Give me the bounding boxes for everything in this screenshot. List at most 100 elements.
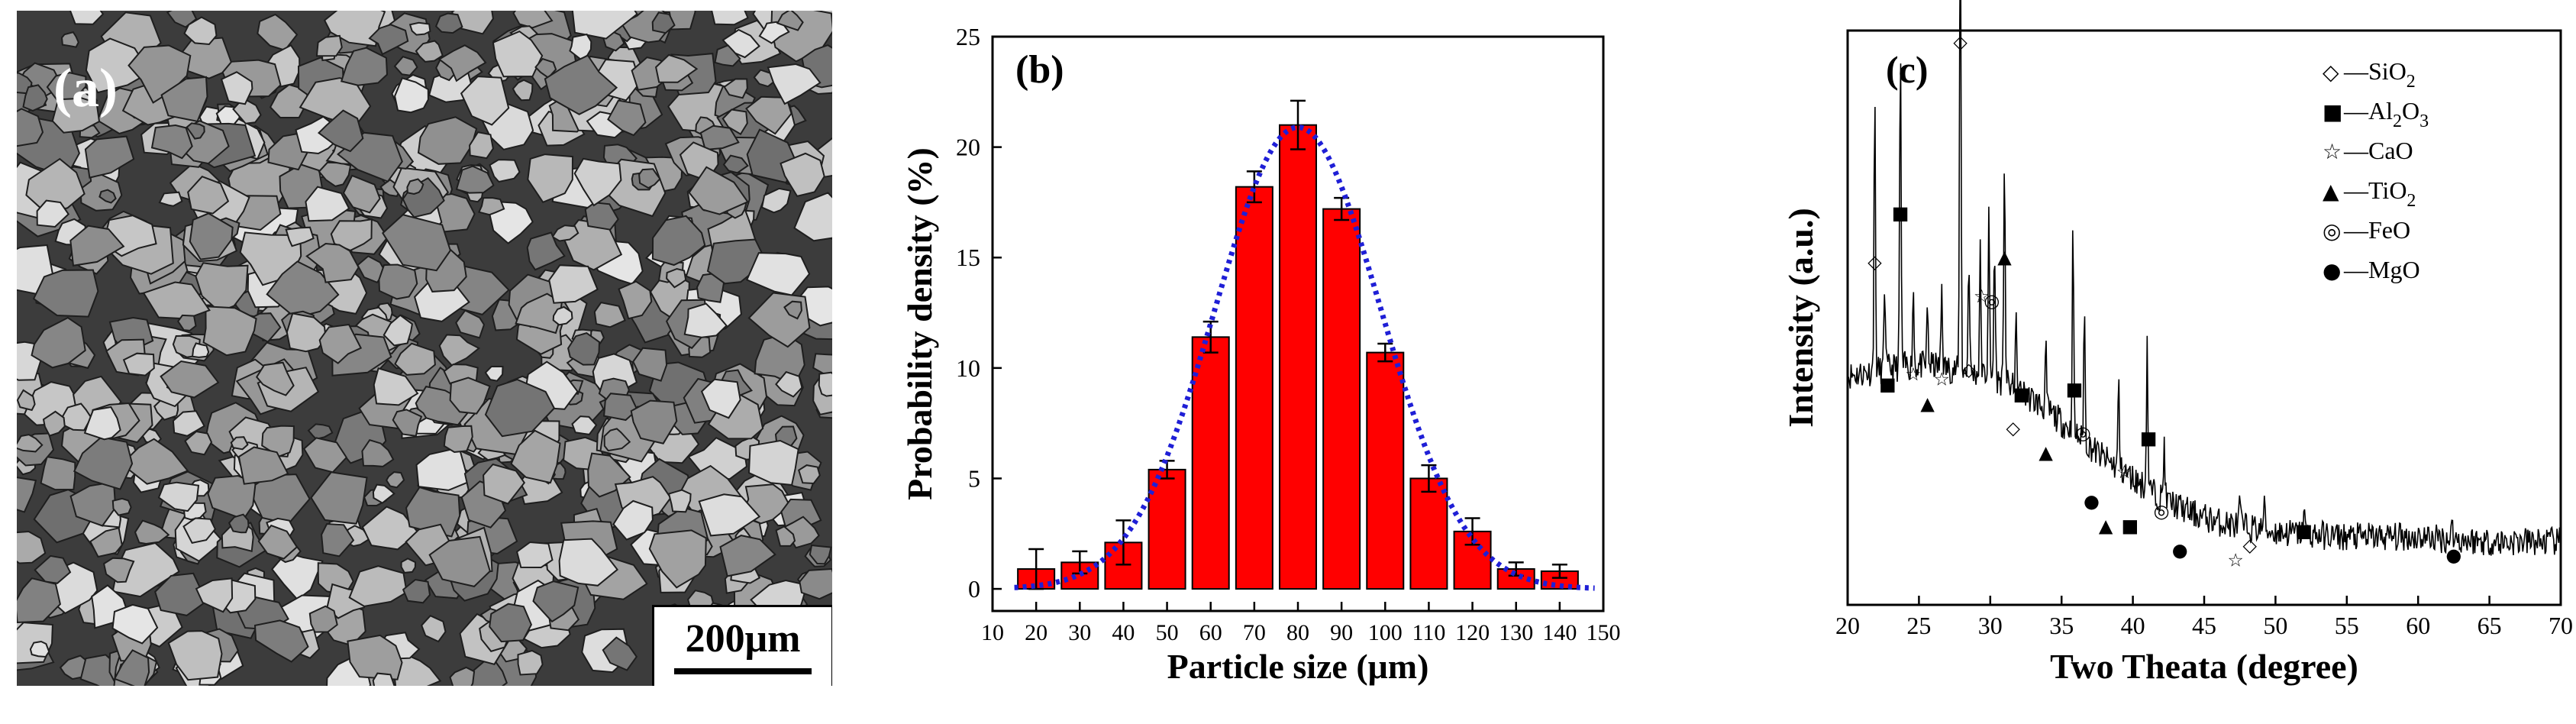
sem-particle: [372, 672, 395, 686]
chart-c: ◇■■☆▲☆◇◇☆◎▲◇■▲■◎●▲☆■■◎● ☆◇■● 20 25 30 35 40 45…: [1781, 0, 2573, 686]
sem-particle: [308, 605, 338, 633]
sem-particle: [517, 649, 544, 676]
legend-symbol: ☆: [2323, 139, 2342, 164]
sem-particle: [483, 463, 526, 505]
sem-particle: [719, 535, 776, 577]
sem-particle: [154, 572, 208, 616]
phase-marker: ●: [2084, 491, 2100, 512]
sem-particle: [394, 342, 436, 376]
sem-particle: [527, 154, 574, 204]
sem-particle: [417, 116, 478, 165]
scale-bar-line: [674, 668, 812, 674]
sem-particle: [172, 410, 205, 437]
sem-particle: [89, 527, 123, 558]
chart-c-x-tick-label: 35: [2049, 612, 2074, 639]
sem-particle: [394, 77, 429, 114]
sem-particle: [73, 436, 134, 490]
sem-particle: [17, 477, 37, 513]
sem-particle: [321, 522, 355, 558]
chart-b-x-tick-label: 60: [1199, 620, 1222, 645]
legend-symbol: ◎: [2323, 218, 2341, 244]
sem-particle: [688, 166, 749, 215]
sem-particles: [17, 11, 832, 686]
sem-particle: [722, 154, 749, 174]
sem-particle: [257, 524, 299, 560]
sem-particle: [318, 323, 363, 364]
scale-bar-label: 200μm: [685, 617, 801, 661]
sem-particle: [571, 11, 638, 40]
chart-b-x-tick-label: 100: [1368, 620, 1403, 645]
chart-b-x-tick-label: 10: [981, 620, 1004, 645]
sem-particle: [305, 186, 350, 222]
sem-particle: [793, 192, 832, 242]
legend-item: ☆ —CaO: [2323, 137, 2413, 164]
legend-item: ▲ —TiO2: [2323, 176, 2416, 211]
chart-b-y-tick-label: 25: [956, 23, 980, 50]
error-bar-120: [1464, 517, 1480, 546]
sem-particle: [253, 619, 309, 663]
sem-particle: [723, 78, 748, 99]
phase-marker: ▲: [1997, 247, 2012, 268]
sem-particle: [111, 497, 132, 516]
phase-marker: ■: [1879, 373, 1896, 395]
sem-particle: [780, 152, 825, 198]
sem-particle: [122, 352, 155, 377]
sem-particle: [160, 76, 208, 123]
sem-particle: [98, 189, 117, 204]
sem-particle: [548, 264, 599, 304]
sem-particle: [186, 122, 205, 140]
sem-particle: [176, 314, 197, 331]
phase-marker: ■: [2140, 427, 2158, 448]
sem-particle: [775, 370, 803, 398]
sem-particle: [655, 53, 699, 83]
chart-b-x-tick-label: 150: [1587, 620, 1621, 645]
sem-particle: [266, 260, 340, 319]
sem-particle: [342, 174, 381, 214]
sem-particle: [22, 84, 48, 112]
sem-particle: [451, 11, 494, 35]
bar-50: [1148, 468, 1186, 590]
sem-particle: [348, 565, 408, 607]
sem-particle: [307, 423, 334, 441]
sem-particle: [460, 76, 510, 126]
sem-particle: [69, 11, 105, 25]
sem-particle: [512, 79, 534, 102]
gaussian-fit-curve: [1014, 124, 1595, 591]
chart-b-y-tick-label: 5: [968, 464, 980, 492]
sem-particle: [526, 231, 566, 271]
sem-particle: [515, 541, 554, 569]
sem-particle: [113, 649, 150, 686]
phase-marker: ◇: [1953, 31, 1968, 53]
sem-particle: [59, 655, 87, 680]
sem-particle: [83, 406, 121, 441]
chart-b-y-tick-label: 20: [956, 134, 980, 161]
sem-particle: [271, 551, 324, 601]
sem-particle: [558, 538, 618, 587]
legend-item: ■ —Al2O3: [2323, 97, 2429, 131]
sem-particle: [818, 371, 832, 397]
sem-particle: [378, 263, 418, 300]
sem-particle: [489, 159, 521, 183]
sem-particle: [184, 430, 213, 456]
panel-c-label: (c): [1886, 48, 1929, 91]
phase-marker: ■: [2295, 520, 2313, 541]
sem-particle: [489, 603, 533, 643]
sem-particle: [406, 178, 424, 196]
chart-c-plot-frame: [1846, 29, 2562, 606]
chart-b: 10 20 30 40 50 60 70 80 90 100 110 120 130 140 150 0 5 1…: [900, 23, 1621, 686]
sem-particle: [305, 242, 360, 283]
sem-particle: [408, 21, 431, 36]
sem-particle: [285, 226, 315, 247]
sem-particle: [230, 436, 249, 451]
bar-70: [1235, 186, 1273, 590]
phase-marker: ◇: [2006, 418, 2020, 439]
chart-c-x-tick-label: 60: [2406, 612, 2430, 639]
sem-particle: [799, 567, 832, 600]
sem-particle: [602, 636, 638, 671]
sem-particle: [228, 513, 250, 534]
sem-particle: [232, 99, 262, 124]
sem-particle: [783, 300, 802, 320]
chart-b-x-tick-label: 40: [1112, 620, 1135, 645]
chart-b-x-tick-label: 130: [1499, 620, 1533, 645]
sem-particle: [477, 197, 505, 216]
